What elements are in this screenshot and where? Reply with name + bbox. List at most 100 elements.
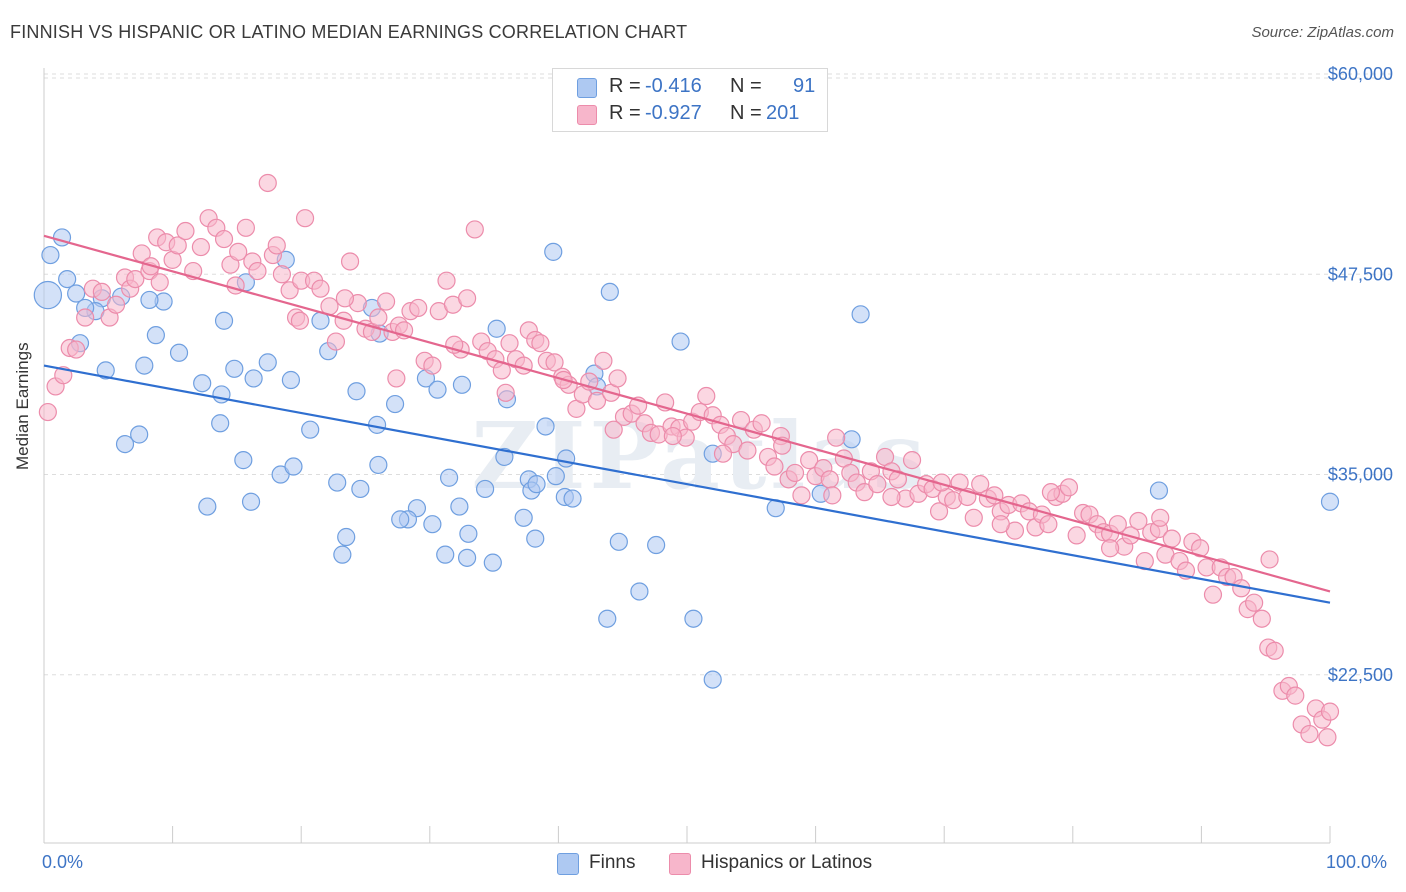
hispanic-point — [1320, 702, 1340, 721]
hispanic-point — [1039, 515, 1058, 534]
x-tick-label-min: 0.0% — [42, 852, 84, 872]
hispanic-point — [738, 441, 757, 460]
hispanic-point — [248, 261, 267, 281]
hispanic-point — [340, 252, 360, 271]
hispanic-point — [697, 386, 716, 406]
finns-point — [475, 479, 495, 499]
hispanic-point — [1191, 539, 1210, 558]
finns-point — [284, 457, 303, 476]
hispanic-point — [785, 463, 805, 483]
bottom-legend-label-finns: Finns — [589, 852, 636, 873]
finns-point — [369, 455, 388, 475]
legend-swatch-finns — [577, 78, 597, 98]
hispanic-point — [1100, 539, 1120, 558]
hispanic-point — [500, 334, 519, 353]
hispanic-point — [531, 334, 550, 353]
hispanic-point — [229, 242, 248, 261]
hispanic-point — [496, 383, 515, 402]
finns-point — [214, 311, 234, 330]
bottom-legend-swatch-hispanics — [669, 853, 691, 875]
hispanic-point — [1059, 478, 1079, 497]
hispanic-point — [800, 451, 819, 470]
hispanic-point — [964, 508, 983, 527]
hispanic-point — [545, 353, 564, 372]
axes — [43, 68, 1331, 844]
hispanic-point — [76, 308, 95, 327]
finns-point — [630, 582, 649, 601]
finns-point — [450, 497, 469, 516]
hispanic-point — [594, 351, 613, 370]
x-tick-label-max: 100.0% — [1326, 852, 1388, 872]
y-axis-label: Median Earnings — [13, 342, 32, 470]
finns-point — [1149, 481, 1169, 500]
finns-point — [671, 332, 690, 351]
finns-point — [526, 529, 545, 548]
y-tick-label: $35,000 — [1328, 465, 1393, 485]
finns-point — [169, 343, 189, 362]
finns-point — [684, 609, 703, 628]
hispanic-point — [258, 173, 277, 193]
finns-point — [258, 353, 277, 372]
hispanic-point — [514, 356, 533, 375]
finns-point — [598, 609, 617, 628]
legend-swatch-hispanics — [577, 105, 597, 125]
chart-title: FINNISH VS HISPANIC OR LATINO MEDIAN EAR… — [10, 22, 688, 42]
hispanic-point — [92, 282, 111, 302]
finns-point — [536, 417, 555, 436]
legend-n-label: N = — [730, 102, 762, 124]
hispanic-point — [126, 269, 145, 289]
finns-point — [198, 497, 217, 516]
hispanic-point — [176, 221, 195, 241]
finns-point — [146, 326, 165, 345]
hispanic-point — [437, 271, 456, 290]
finns-point — [483, 553, 502, 572]
finns-point — [428, 380, 447, 399]
finns-point — [281, 370, 301, 390]
hispanic-point — [1265, 641, 1284, 660]
legend-r-value-hispanics: -0.927 — [645, 102, 702, 124]
finns-point — [563, 489, 582, 508]
hispanic-point — [823, 486, 842, 505]
finns-point — [115, 434, 135, 454]
hispanic-point — [820, 470, 839, 489]
y-tick-label: $60,000 — [1328, 64, 1393, 84]
finns-point — [487, 319, 506, 338]
hispanic-point — [423, 356, 442, 375]
y-tick-label: $22,500 — [1328, 665, 1393, 685]
hispanic-point — [888, 470, 908, 489]
finns-point — [457, 548, 477, 567]
finns-point — [337, 527, 356, 547]
bottom-legend-label-hispanics: Hispanics or Latinos — [701, 852, 873, 873]
hispanic-point — [902, 451, 922, 470]
hispanic-point — [272, 265, 292, 284]
finns-point — [234, 451, 253, 470]
hispanic-point — [882, 487, 901, 507]
finns-point — [130, 425, 149, 444]
hispanic-point — [792, 486, 811, 505]
bottom-legend-swatch-finns — [557, 853, 579, 875]
hispanic-point — [1067, 526, 1086, 545]
hispanic-point — [387, 369, 406, 388]
finns-points — [33, 228, 1340, 689]
finns-point — [544, 242, 563, 261]
hispanic-point — [1151, 508, 1170, 527]
finns-point — [647, 535, 666, 555]
finns-point — [67, 284, 86, 303]
hispanic-point — [457, 289, 477, 308]
finns-point — [842, 430, 861, 449]
finns-point — [193, 374, 212, 393]
finns-point — [436, 545, 455, 564]
finns-point — [546, 467, 565, 486]
hispanic-points — [38, 173, 1340, 747]
legend-r-label: R = — [609, 75, 641, 97]
hispanic-point — [713, 444, 733, 463]
hispanic-point — [311, 279, 330, 298]
finns-trend-line — [43, 364, 1331, 604]
hispanic-point — [604, 420, 623, 439]
hispanic-point — [608, 369, 627, 388]
source-label: Source: ZipAtlas.com — [1251, 24, 1394, 41]
finns-point — [609, 532, 628, 551]
hispanic-point — [295, 209, 315, 228]
finns-point — [271, 465, 290, 484]
